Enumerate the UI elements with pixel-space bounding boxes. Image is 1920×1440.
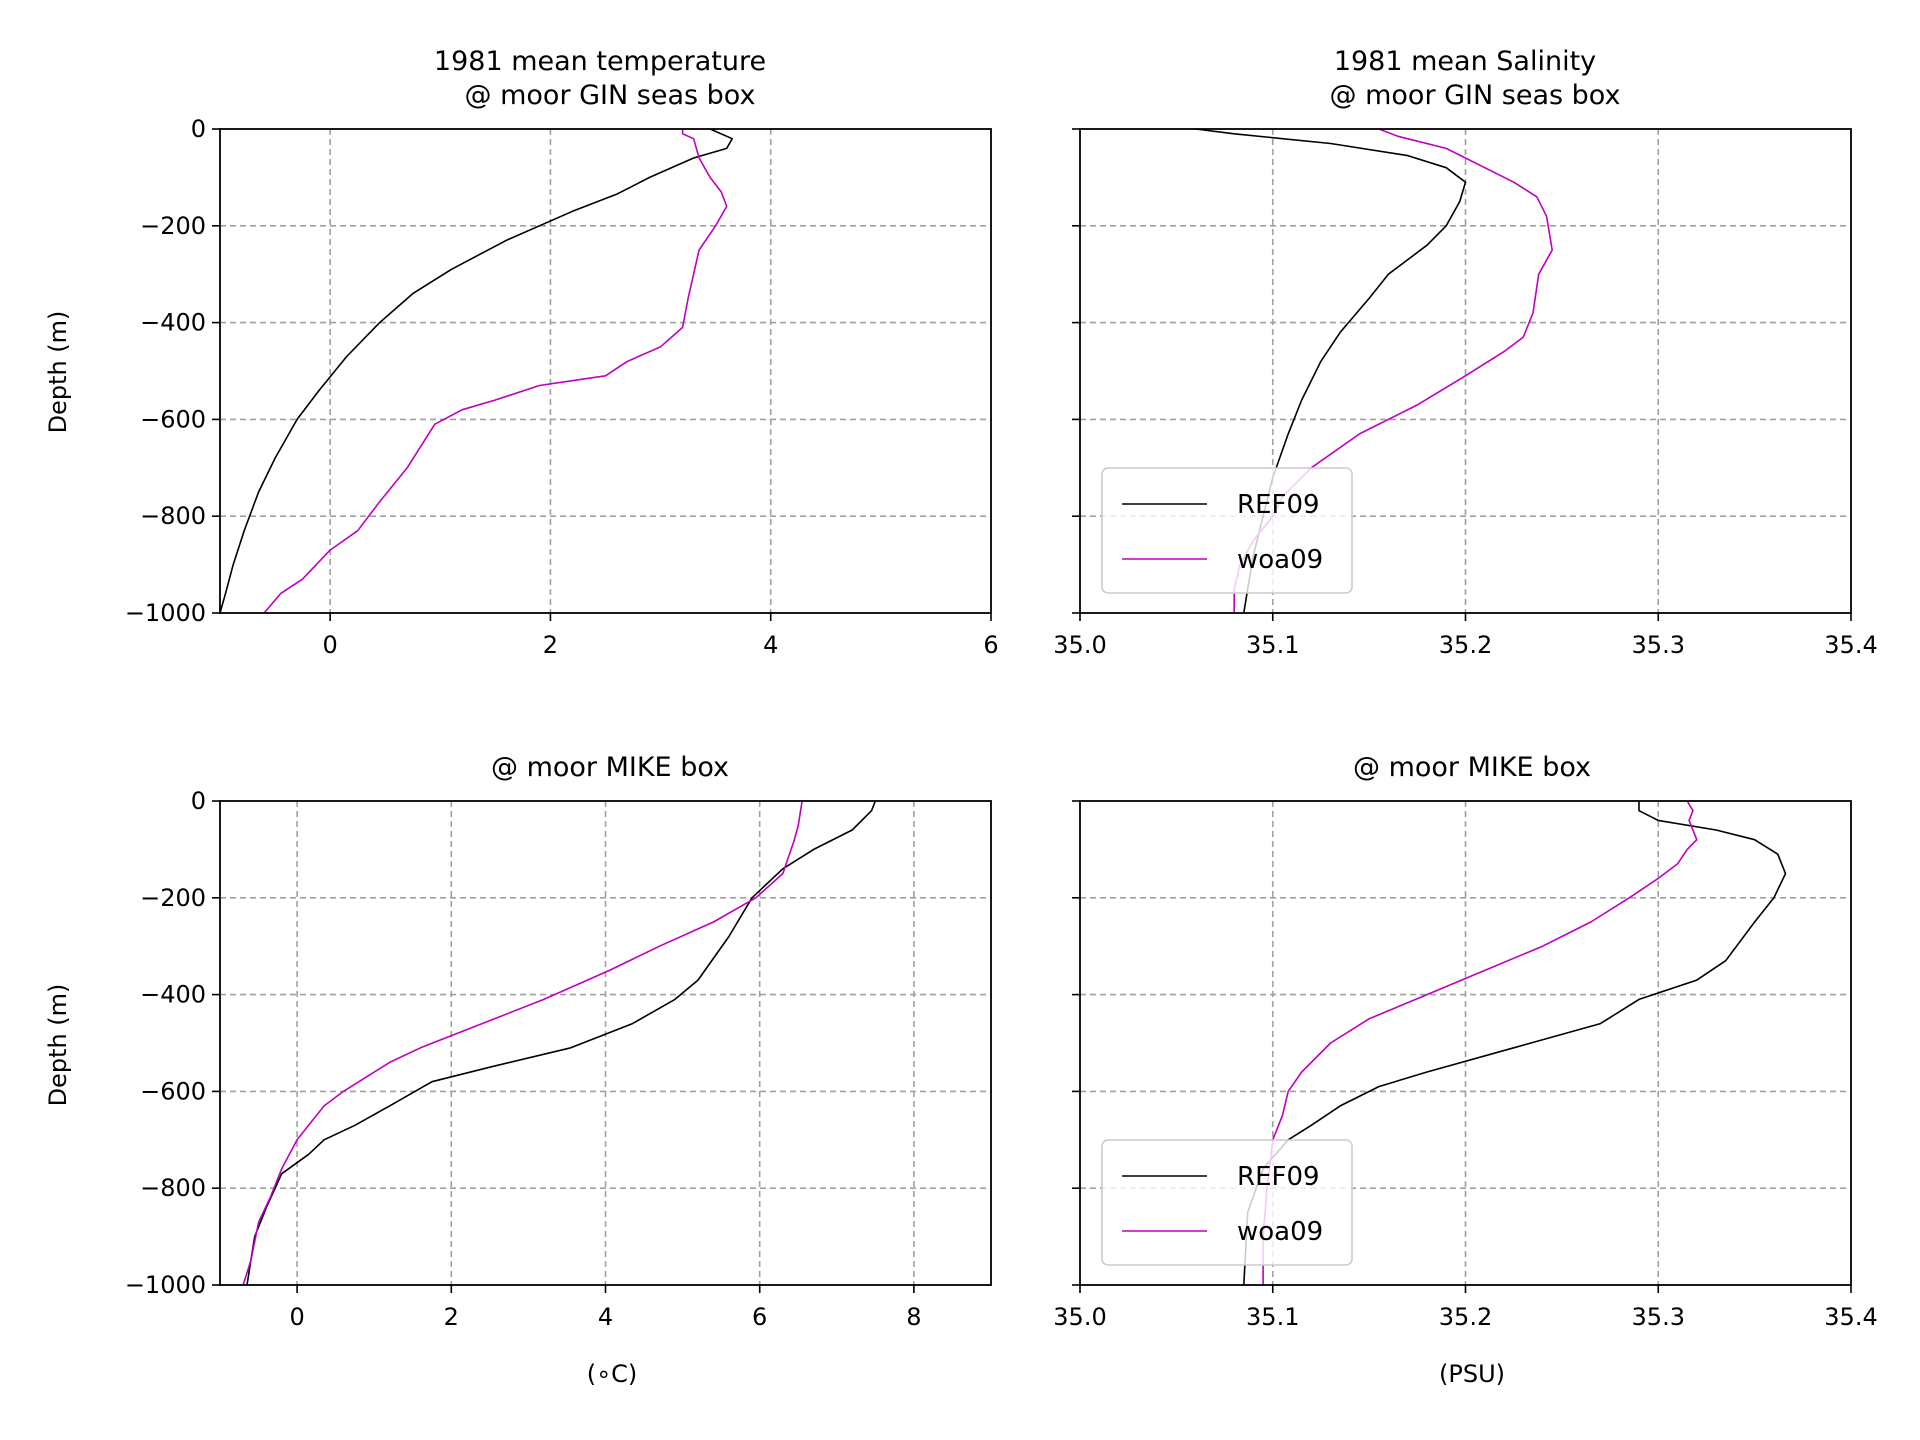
- y-tick-label: −1000: [125, 1271, 206, 1299]
- panel-title-line2: @ moor GIN seas box: [465, 80, 756, 111]
- x-tick-label: 35.3: [1632, 631, 1685, 659]
- x-tick-label: 35.0: [1053, 631, 1106, 659]
- y-tick-label: −200: [140, 884, 206, 912]
- panel-mike-salinity: @ moor MIKE box (PSU) 35.0 35.1 35.2 35.3 35…: [1053, 752, 1877, 1388]
- series-line-woa09: [1262, 800, 1698, 1285]
- legend: REF09 woa09: [1101, 1139, 1353, 1266]
- y-axis-label: Depth (m): [44, 311, 72, 434]
- plot-area: 0 2 4 6 8 0 −200 −400 −600 −800 −1000: [125, 787, 992, 1331]
- legend-label-ref09: REF09: [1237, 1162, 1320, 1192]
- x-tick-label: 6: [752, 1303, 767, 1331]
- series-line-woa09: [242, 800, 803, 1286]
- x-tick-label: 35.4: [1824, 1303, 1877, 1331]
- axes-frame: [219, 128, 992, 614]
- x-tick-label: 6: [983, 631, 998, 659]
- panel-gin-temperature: 1981 mean temperature @ moor GIN seas bo…: [44, 46, 999, 659]
- legend-box: [1101, 1139, 1353, 1266]
- x-tick-label: 4: [763, 631, 778, 659]
- x-tick-label: 35.2: [1439, 1303, 1492, 1331]
- x-tick-label: 4: [598, 1303, 613, 1331]
- x-tick-label: 35.2: [1439, 631, 1492, 659]
- series-line-ref09: [246, 800, 877, 1286]
- x-tick-label: 0: [323, 631, 338, 659]
- y-tick-label: −400: [140, 981, 206, 1009]
- y-tick-label: −800: [140, 1174, 206, 1202]
- y-tick-label: −800: [140, 502, 206, 530]
- x-tick-label: 0: [289, 1303, 304, 1331]
- plot-area: 35.0 35.1 35.2 35.3 35.4 REF09 woa09: [1053, 128, 1878, 659]
- legend: REF09 woa09: [1101, 467, 1353, 594]
- panel-title: @ moor MIKE box: [491, 752, 729, 783]
- x-tick-label: 2: [444, 1303, 459, 1331]
- x-tick-label: 35.3: [1632, 1303, 1685, 1331]
- x-axis-label: (∘C): [587, 1360, 638, 1388]
- y-tick-label: 0: [191, 787, 206, 815]
- panel-title-line1: 1981 mean Salinity: [1334, 46, 1596, 77]
- x-tick-label: 35.4: [1824, 631, 1877, 659]
- panel-title-line1: 1981 mean temperature: [434, 46, 766, 77]
- x-tick-label: 35.0: [1053, 1303, 1106, 1331]
- legend-label-ref09: REF09: [1237, 490, 1320, 520]
- x-axis-label: (PSU): [1439, 1360, 1505, 1388]
- series-line-ref09: [219, 128, 734, 614]
- series-line-ref09: [1243, 801, 1787, 1286]
- legend-label-woa09: woa09: [1237, 545, 1323, 575]
- plot-area: 0 2 4 6 0 −200 −400 −600 −800 −1000: [125, 115, 999, 659]
- panel-title-line2: @ moor GIN seas box: [1330, 80, 1621, 111]
- panel-mike-temperature: @ moor MIKE box Depth (m) (∘C) 0 2 4 6 8 0 −20…: [44, 752, 992, 1388]
- x-tick-label: 35.1: [1246, 631, 1299, 659]
- panel-title: @ moor MIKE box: [1353, 752, 1591, 783]
- y-tick-label: −600: [140, 405, 206, 433]
- legend-box: [1101, 467, 1353, 594]
- x-tick-label: 8: [906, 1303, 921, 1331]
- y-tick-label: 0: [191, 115, 206, 143]
- y-tick-label: −600: [140, 1077, 206, 1105]
- series-line-woa09: [263, 129, 728, 614]
- x-tick-label: 35.1: [1246, 1303, 1299, 1331]
- y-tick-label: −200: [140, 212, 206, 240]
- y-tick-label: −1000: [125, 599, 206, 627]
- y-tick-label: −400: [140, 309, 206, 337]
- legend-label-woa09: woa09: [1237, 1217, 1323, 1247]
- plot-area: 35.0 35.1 35.2 35.3 35.4 REF09 woa09: [1053, 800, 1878, 1331]
- panel-gin-salinity: 1981 mean Salinity @ moor GIN seas box 3…: [1053, 46, 1877, 659]
- y-axis-label: Depth (m): [44, 984, 72, 1107]
- x-tick-label: 2: [543, 631, 558, 659]
